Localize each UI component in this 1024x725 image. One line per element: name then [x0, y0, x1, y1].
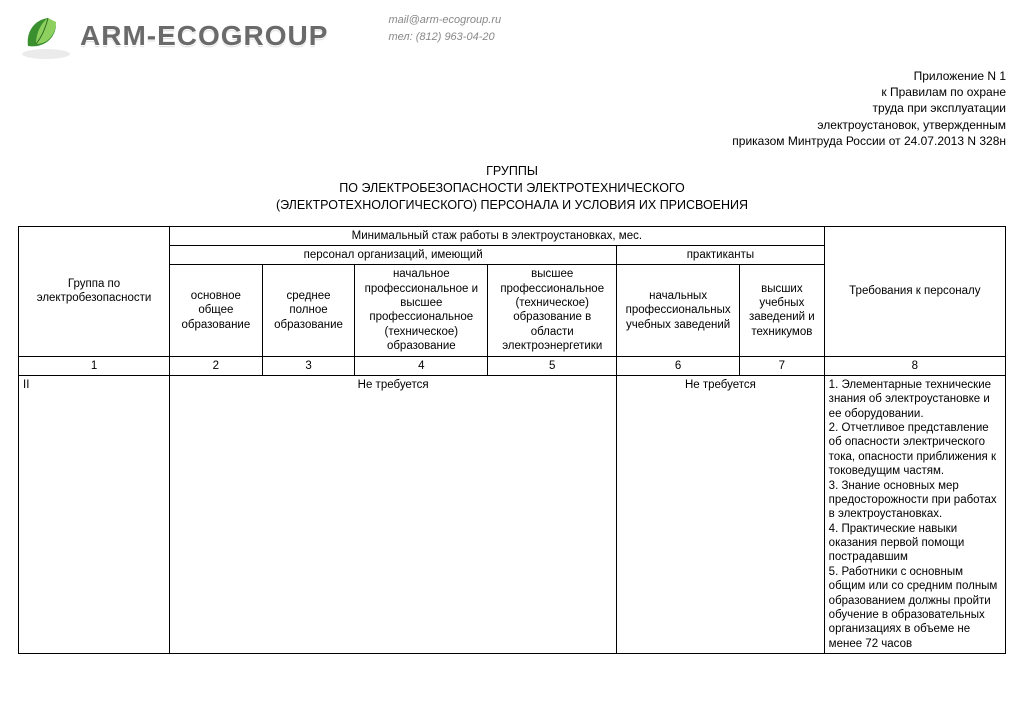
title-l2: ПО ЭЛЕКТРОБЕЗОПАСНОСТИ ЭЛЕКТРОТЕХНИЧЕСКО…: [18, 180, 1006, 197]
colnum: 1: [19, 356, 170, 375]
title-l3: (ЭЛЕКТРОТЕХНОЛОГИЧЕСКОГО) ПЕРСОНАЛА И УС…: [18, 197, 1006, 214]
colnum: 2: [170, 356, 263, 375]
column-number-row: 1 2 3 4 5 6 7 8: [19, 356, 1006, 375]
leaf-icon: [18, 12, 74, 60]
appendix-l5: приказом Минтруда России от 24.07.2013 N…: [18, 133, 1006, 149]
th-c6: начальных профессиональных учебных завед…: [617, 265, 740, 356]
colnum: 7: [740, 356, 825, 375]
document-title: ГРУППЫ ПО ЭЛЕКТРОБЕЗОПАСНОСТИ ЭЛЕКТРОТЕХ…: [18, 163, 1006, 214]
cell-group: II: [19, 375, 170, 653]
th-c4: начальное профессиональное и высшее проф…: [355, 265, 488, 356]
th-c3: среднее полное образование: [262, 265, 355, 356]
main-table: Группа по электробезопасности Минимальны…: [18, 226, 1006, 655]
colnum: 3: [262, 356, 355, 375]
logo: ARM-ECOGROUP: [18, 12, 328, 60]
appendix-l1: Приложение N 1: [18, 68, 1006, 84]
table-row: II Не требуется Не требуется 1. Элемента…: [19, 375, 1006, 653]
colnum: 4: [355, 356, 488, 375]
appendix-l2: к Правилам по охране: [18, 84, 1006, 100]
cell-not-required-1: Не требуется: [170, 375, 617, 653]
colnum: 5: [488, 356, 617, 375]
colnum: 6: [617, 356, 740, 375]
tel-label: тел:: [388, 31, 412, 43]
th-trainees: практиканты: [617, 245, 825, 264]
cell-not-required-2: Не требуется: [617, 375, 825, 653]
th-c5: высшее профессиональное (техническое) об…: [488, 265, 617, 356]
title-l1: ГРУППЫ: [18, 163, 1006, 180]
th-requirements: Требования к персоналу: [824, 226, 1005, 356]
logo-text: ARM-ECOGROUP: [80, 20, 328, 52]
tel: (812) 963-04-20: [416, 31, 495, 43]
document-header: ARM-ECOGROUP mail@arm-ecogroup.ru тел: (…: [18, 12, 1006, 60]
th-c7: высших учебных заведений и техникумов: [740, 265, 825, 356]
th-min-exp: Минимальный стаж работы в электроустанов…: [170, 226, 825, 245]
th-c2: основное общее образование: [170, 265, 263, 356]
cell-requirements: 1. Элементарные технические знания об эл…: [824, 375, 1005, 653]
colnum: 8: [824, 356, 1005, 375]
email: mail@arm-ecogroup.ru: [388, 12, 501, 29]
appendix-l4: электроустановок, утвержденным: [18, 117, 1006, 133]
contact-block: mail@arm-ecogroup.ru тел: (812) 963-04-2…: [388, 12, 501, 45]
appendix-l3: труда при эксплуатации: [18, 100, 1006, 116]
th-personnel: персонал организаций, имеющий: [170, 245, 617, 264]
appendix-block: Приложение N 1 к Правилам по охране труд…: [18, 68, 1006, 149]
th-group: Группа по электробезопасности: [19, 226, 170, 356]
